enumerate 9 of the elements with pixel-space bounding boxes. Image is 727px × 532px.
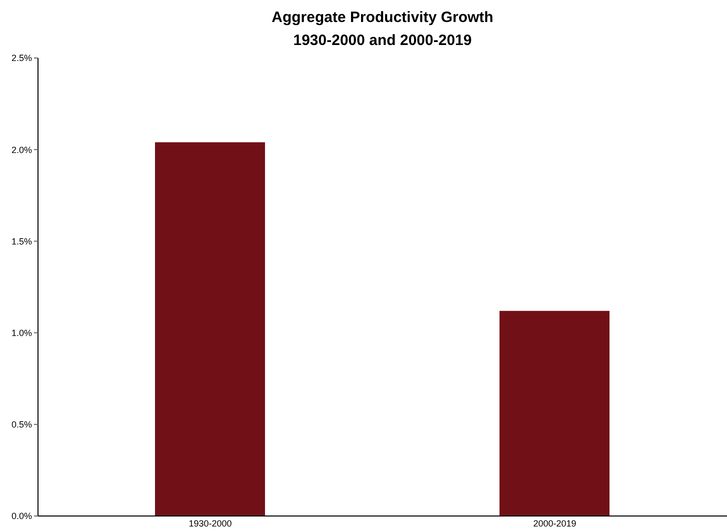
x-tick-label: 2000-2019 [533,518,576,528]
y-tick-label: 0.5% [11,420,32,430]
chart-title: Aggregate Productivity Growth 1930-2000 and 2000-2019 [270,8,494,51]
y-tick-label: 2.0% [11,144,32,155]
x-tick-label: 1930-2000 [188,518,232,528]
y-tick-label: 2.5% [11,53,32,64]
y-tick-label: 1.0% [11,328,32,338]
y-tick-label: 1.5% [11,236,32,246]
y-tick-label: 0.0% [11,511,32,522]
